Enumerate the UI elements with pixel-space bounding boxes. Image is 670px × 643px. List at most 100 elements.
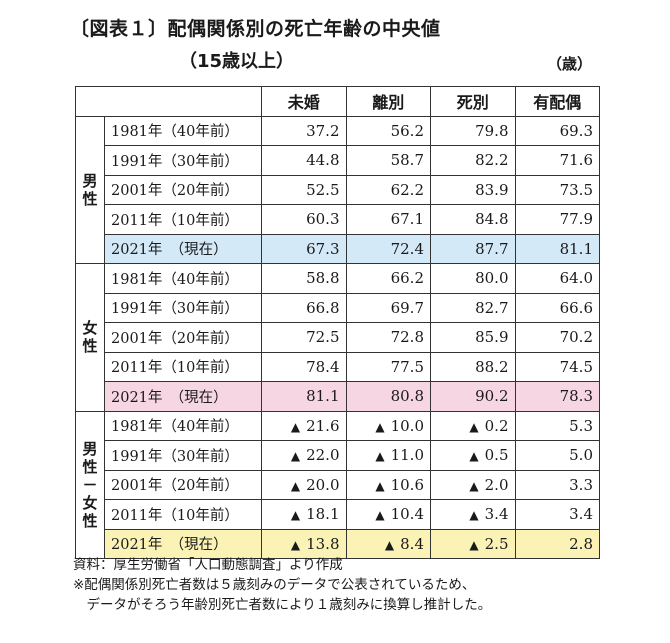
table-row: 2021年 （現在） ▲ 13.8 ▲ 8.4 ▲ 2.5 2.8 — [76, 528, 600, 559]
cell-value: 2.5 — [484, 534, 509, 553]
table-row: 2001年（20年前） 52.5 62.2 83.9 73.5 — [76, 174, 600, 205]
table-row: 2021年 （現在） 81.1 80.8 90.2 78.3 — [76, 381, 600, 412]
cell-value: 74.5 — [559, 357, 593, 376]
cell-value: 78.3 — [559, 387, 593, 406]
cell-value: 66.8 — [306, 298, 340, 317]
negative-marker-icon: ▲ — [290, 419, 301, 434]
row-year-label: 2021年 （現在） — [104, 528, 262, 559]
table-cell: 78.3 — [514, 381, 600, 412]
row-year-label: 2001年（20年前） — [104, 322, 262, 353]
cell-value: 3.4 — [484, 505, 509, 524]
cell-value: 78.4 — [306, 357, 340, 376]
header-widowed: 死別 — [430, 86, 516, 117]
cell-value: 2.0 — [484, 475, 509, 494]
table-cell: ▲ 2.0 — [430, 469, 516, 500]
table-row: 女性 1981年（40年前） 58.8 66.2 80.0 64.0 — [75, 263, 600, 412]
row-year-label: 1981年（40年前） — [104, 263, 262, 294]
table-cell: 77.5 — [345, 351, 431, 382]
cell-value: 62.2 — [390, 180, 424, 199]
cell-value: 52.5 — [306, 180, 340, 199]
table-row: 2001年（20年前） ▲ 20.0 ▲ 10.6 ▲ 2.0 3.3 — [76, 469, 600, 500]
table-cell: ▲ 0.5 — [430, 440, 516, 471]
cell-value: 10.0 — [390, 416, 424, 435]
table-cell: ▲ 2.5 — [430, 528, 516, 559]
cell-value: 58.8 — [306, 269, 340, 288]
negative-marker-icon: ▲ — [469, 449, 479, 464]
cell-value: 72.8 — [390, 328, 424, 347]
cell-value: 10.4 — [390, 505, 424, 524]
cell-value: 67.1 — [390, 210, 424, 229]
header-row: 未婚 離別 死別 有配偶 — [75, 86, 600, 117]
cell-value: 80.0 — [475, 269, 509, 288]
table-cell: ▲ 3.4 — [430, 499, 516, 530]
cell-value: 2.8 — [569, 534, 593, 553]
table-cell: 52.5 — [261, 174, 347, 205]
cell-value: 77.9 — [559, 210, 593, 229]
unit-label: （歳） — [547, 55, 593, 73]
cell-value: 71.6 — [559, 151, 593, 170]
negative-marker-icon: ▲ — [469, 537, 479, 552]
row-year-label: 2011年（10年前） — [104, 351, 262, 382]
cell-value: 73.5 — [559, 180, 593, 199]
negative-marker-icon: ▲ — [469, 508, 479, 523]
table-cell: 37.2 — [261, 115, 347, 146]
cell-value: 22.0 — [306, 446, 340, 465]
cell-value: 69.3 — [559, 121, 593, 140]
table-cell: 85.9 — [430, 322, 516, 353]
cell-value: 80.8 — [390, 387, 424, 406]
table-cell: 44.8 — [261, 145, 347, 176]
cell-value: 72.4 — [390, 239, 424, 258]
header-married: 有配偶 — [514, 86, 600, 117]
table-cell: 78.4 — [261, 351, 347, 382]
cell-value: 58.7 — [390, 151, 424, 170]
table-row: 2011年（10年前） 60.3 67.1 84.8 77.9 — [76, 204, 600, 235]
cell-value: 18.1 — [306, 505, 340, 524]
table-cell: ▲ 21.6 — [261, 410, 347, 441]
table-cell: 56.2 — [345, 115, 431, 146]
negative-marker-icon: ▲ — [375, 508, 385, 523]
table-row: 2011年（10年前） ▲ 18.1 ▲ 10.4 ▲ 3.4 3.4 — [76, 499, 600, 530]
row-year-label: 1981年（40年前） — [104, 115, 262, 146]
cell-value: 21.6 — [306, 416, 340, 435]
table-cell: 69.3 — [514, 115, 600, 146]
table-cell: 3.3 — [514, 469, 600, 500]
table-cell: ▲ 10.6 — [345, 469, 431, 500]
table-cell: 82.7 — [430, 292, 516, 323]
row-year-label: 1991年（30年前） — [104, 292, 262, 323]
table-cell: 82.2 — [430, 145, 516, 176]
table-cell: 5.3 — [514, 410, 600, 441]
row-year-label: 2021年 （現在） — [104, 233, 262, 264]
table-row: 2021年 （現在） 67.3 72.4 87.7 81.1 — [76, 233, 600, 264]
cell-value: 3.4 — [569, 505, 593, 524]
cell-value: 67.3 — [306, 239, 340, 258]
table-row: 1991年（30年前） ▲ 22.0 ▲ 11.0 ▲ 0.5 5.0 — [76, 440, 600, 471]
group-label-difference: 男性－女性 — [75, 410, 105, 559]
group-label-male: 男性 — [75, 115, 105, 264]
table-cell: ▲ 20.0 — [261, 469, 347, 500]
negative-marker-icon: ▲ — [290, 449, 301, 464]
table-row: 2001年（20年前） 72.5 72.8 85.9 70.2 — [76, 322, 600, 353]
table-cell: 81.1 — [514, 233, 600, 264]
table-cell: 66.6 — [514, 292, 600, 323]
cell-value: 37.2 — [306, 121, 340, 140]
table-cell: 64.0 — [514, 263, 600, 294]
negative-marker-icon: ▲ — [290, 537, 301, 552]
table-row: 2011年（10年前） 78.4 77.5 88.2 74.5 — [76, 351, 600, 382]
negative-marker-icon: ▲ — [375, 419, 385, 434]
cell-value: 60.3 — [306, 210, 340, 229]
footnote-line-2: データがそろう年齢別死亡者数により１歳刻みに換算し推計した。 — [73, 597, 492, 613]
table-cell: 83.9 — [430, 174, 516, 205]
cell-value: 84.8 — [475, 210, 509, 229]
row-year-label: 2001年（20年前） — [104, 174, 262, 205]
negative-marker-icon: ▲ — [469, 419, 479, 434]
table-cell: 5.0 — [514, 440, 600, 471]
table-cell: 87.7 — [430, 233, 516, 264]
table-cell: 72.5 — [261, 322, 347, 353]
figure-subtitle: （15歳以上） — [179, 51, 295, 72]
table-cell: 66.8 — [261, 292, 347, 323]
table-cell: 90.2 — [430, 381, 516, 412]
table-cell: 74.5 — [514, 351, 600, 382]
figure-title: 〔図表１〕配偶関係別の死亡年齢の中央値 — [70, 18, 441, 40]
table-cell: 67.3 — [261, 233, 347, 264]
table-cell: 58.8 — [261, 263, 347, 294]
